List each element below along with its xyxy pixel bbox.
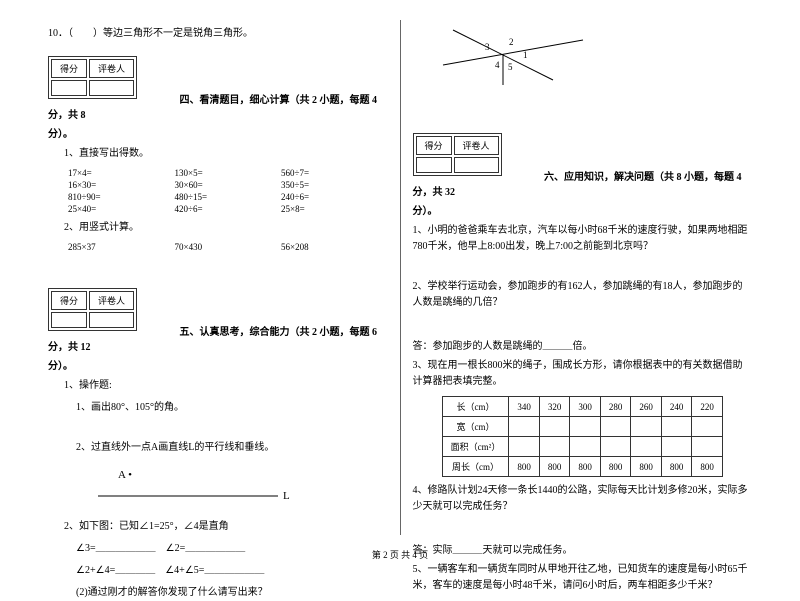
svg-text:3: 3 [485,42,490,52]
sec6-q3: 3、现在用一根长800米的绳子，围成长方形，请你根据表中的有关数据借助计算器把表… [413,358,753,390]
score-box-6: 得分评卷人 [413,133,502,176]
sec4-q1: 1、直接写出得数。 [64,146,388,162]
calc-row-3: 810÷90=480÷15=240÷6= [68,192,388,202]
grader-label: 评卷人 [89,59,134,78]
point-a-label: A • [118,469,132,481]
vertical-calc: 285×3770×43056×208 [68,242,388,252]
calc-row-2: 16×30=30×60=350÷5= [68,180,388,190]
angle-svg: 3 2 1 4 5 [433,20,593,90]
data-table: 长（cm） 340320300280260240220 宽（cm） 面积（cm²… [442,396,723,477]
sec5-q2-b: ∠2+∠4=＿＿＿＿ ∠4+∠5=＿＿＿＿＿＿ [76,563,388,579]
sec6-q5: 5、一辆客车和一辆货车同时从甲地开往乙地，已知货车的速度是每小时65千米，客车的… [413,562,753,594]
line-diagram: A • L [78,466,388,509]
section-5-title-2: 分）。 [48,357,388,372]
table-row-length: 长（cm） 340320300280260240220 [442,397,722,417]
question-10: 10．（ ）等边三角形不一定是锐角三角形。 [48,26,388,42]
score-box-5: 得分评卷人 [48,288,137,331]
sec4-q2: 2、用竖式计算。 [64,220,388,236]
sec5-q1: 1、操作题: [64,378,388,394]
table-row-width: 宽（cm） [442,417,722,437]
calc-row-1: 17×4=130×5=560÷7= [68,168,388,178]
page-footer: 第 2 页 共 4 页 [0,548,800,561]
svg-text:5: 5 [508,62,513,72]
sec5-q1-1: 1、画出80°、105°的角。 [76,400,388,416]
svg-text:1: 1 [523,50,528,60]
sec6-q2-ans: 答：参加跑步的人数是跳绳的＿＿＿倍。 [413,337,753,352]
table-row-perimeter: 周长（cm） 800800800800800800800 [442,457,722,477]
sec6-q1: 1、小明的爸爸乘车去北京，汽车以每小时68千米的速度行驶，如果两地相距780千米… [413,223,753,255]
score-box-4: 得分评卷人 [48,56,137,99]
calc-row-4: 25×40=420÷6=25×8= [68,204,388,214]
line-svg: A • L [78,466,298,506]
sec5-q2: 2、如下图：已知∠1=25°，∠4是直角 [64,519,388,535]
sec6-q2: 2、学校举行运动会，参加跑步的有162人，参加跳绳的有18人，参加跑步的人数是跳… [413,279,753,311]
score-label: 得分 [51,59,87,78]
left-column: 10．（ ）等边三角形不一定是锐角三角形。 得分评卷人 四、看清题目，细心计算（… [40,20,396,535]
section-6-title-2: 分）。 [413,202,753,217]
sec5-q1-2: 2、过直线外一点A画直线L的平行线和垂线。 [76,440,388,456]
table-row-area: 面积（cm²） [442,437,722,457]
section-4-title-2: 分）。 [48,125,388,140]
column-divider [400,20,401,535]
sec6-q4: 4、修路队计划24天修一条长1440的公路，实际每天比计划多修20米，实际多少天… [413,483,753,515]
angle-diagram: 3 2 1 4 5 [433,20,753,93]
line-l-label: L [283,490,290,502]
svg-text:2: 2 [509,37,514,47]
sec5-q2-c: (2)通过刚才的解答你发现了什么请写出来？ [76,585,388,601]
right-column: 3 2 1 4 5 得分评卷人 六、应用知识，解决问题（共 8 小题，每题 4 … [405,20,761,535]
svg-text:4: 4 [495,60,500,70]
